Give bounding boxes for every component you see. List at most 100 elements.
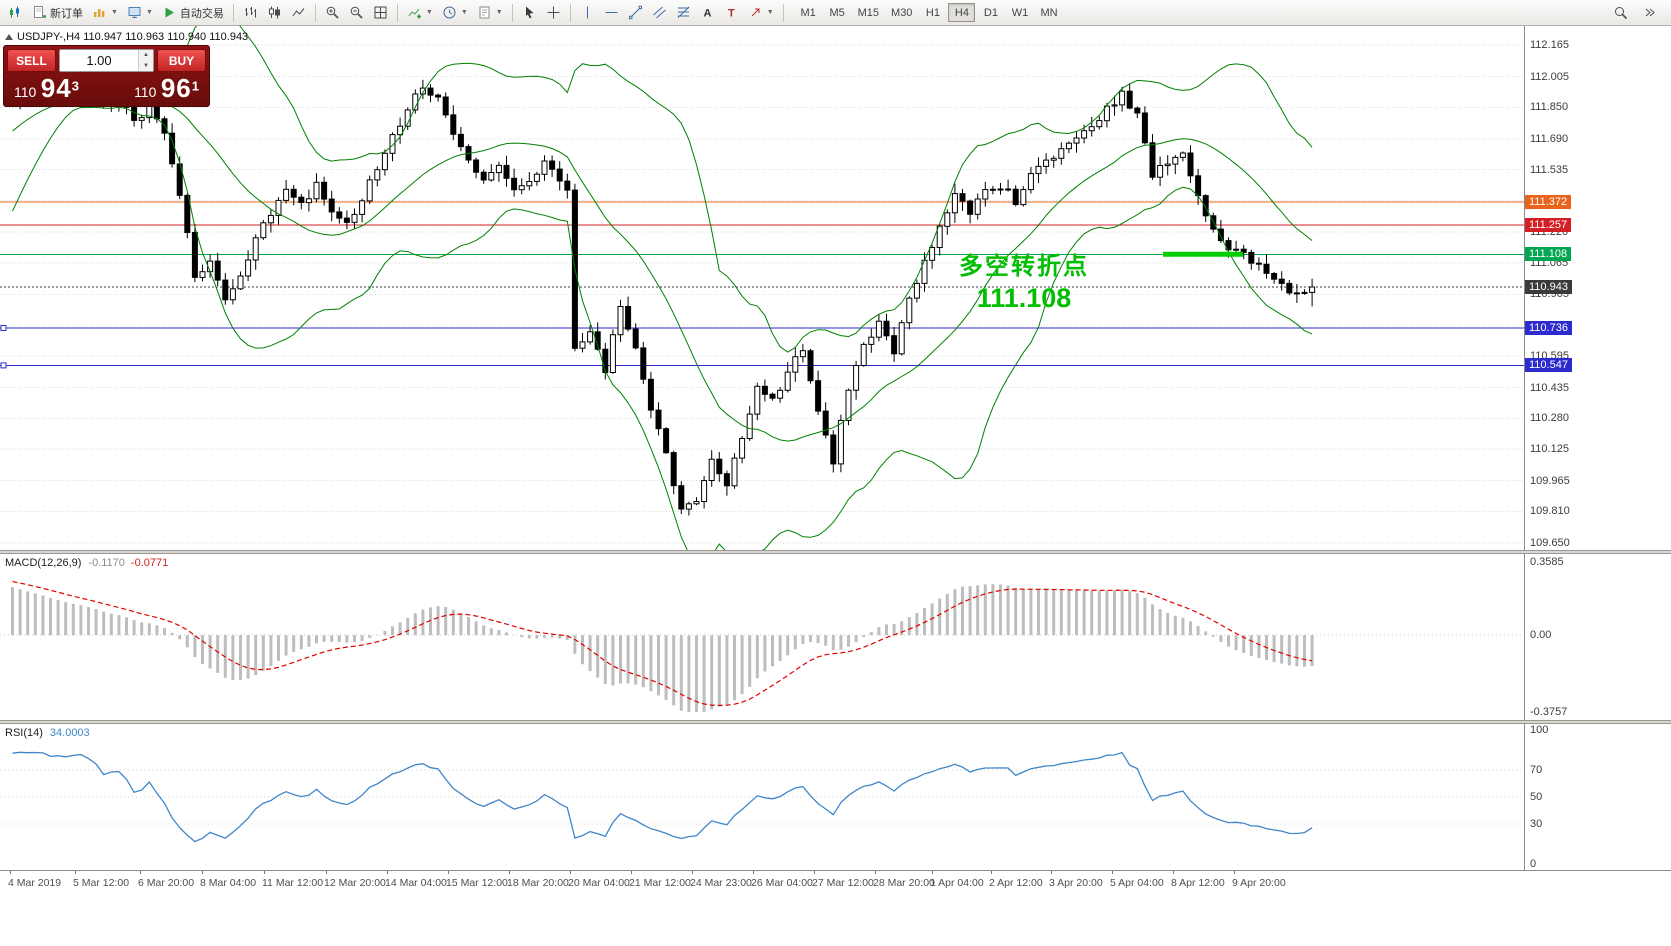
time-tick [10,871,11,874]
price-line-label: 111.257 [1525,217,1572,232]
candle-body [1020,189,1027,206]
equidistant-channel-icon [652,6,666,19]
timeframe-button-m1[interactable]: M1 [795,3,822,22]
channel-button[interactable] [648,2,671,23]
zoom-in-icon [326,6,339,19]
fibonacci-button[interactable] [672,2,695,23]
bar-chart-button[interactable] [239,2,262,23]
timeframe-button-d1[interactable]: D1 [977,3,1004,22]
candle-body [670,452,677,487]
candle-body [1088,126,1095,132]
templates-button[interactable]: ▼ [473,2,507,23]
arrows-button[interactable]: ▼ [744,2,778,23]
candle-body [222,279,229,301]
search-button[interactable] [1609,2,1632,23]
candle-body [868,336,875,345]
candle-body [1050,157,1057,161]
timeframe-button-w1[interactable]: W1 [1006,3,1033,22]
timeframe-button-m15[interactable]: M15 [853,3,884,22]
tile-windows-button[interactable] [369,2,392,23]
vertical-line-icon [586,6,588,19]
volume-down-button[interactable]: ▼ [139,60,153,71]
candle-body [1027,173,1034,191]
candle-body [1271,273,1278,280]
volume-field[interactable]: 1.00 ▲ ▼ [59,49,154,72]
main-toolbar: 新订单 ▼ ▼ 自动交易 [0,0,1671,26]
price-line-label: 111.372 [1525,195,1572,210]
candle-body [191,232,198,278]
candle-body [1293,292,1300,295]
price-axis[interactable]: 112.165 112.005 111.850 111.690 111.535 111.2… [1524,26,1671,870]
sell-button[interactable]: SELL [7,49,56,72]
chevron-down-icon: ▼ [425,9,433,16]
candle-body [685,503,692,510]
price-tick-label: 110.435 [1530,381,1569,394]
rsi-panel-canvas[interactable] [0,724,1524,870]
trendline-button[interactable] [624,2,647,23]
macd-panel-canvas[interactable] [0,554,1524,720]
candle-body [951,193,958,214]
autotrading-play-icon [165,7,174,18]
timeframe-button-h4[interactable]: H4 [948,3,976,22]
periods-button[interactable]: ▼ [438,2,472,23]
tile-windows-icon [374,6,387,19]
time-tick [991,871,992,874]
toolbar-separator [782,3,784,22]
app-chart-icon[interactable] [4,2,27,23]
new-chart-button[interactable]: ▼ [88,2,122,23]
candlestick-chart-button[interactable] [263,2,286,23]
zoom-out-button[interactable] [345,2,368,23]
candle-body [731,457,738,487]
timeframe-button-h1[interactable]: H1 [919,3,946,22]
text-button[interactable]: A [696,2,719,23]
candle-body [799,350,806,358]
indicators-button[interactable]: ▼ [403,2,437,23]
one-click-collapse-arrow-icon[interactable] [5,34,13,40]
candle-body [343,217,350,223]
timeframe-button-mn[interactable]: MN [1035,3,1062,22]
macd-scale-label: -0.3757 [1530,706,1568,718]
toolbar-overflow-button[interactable] [1638,2,1661,23]
candle-body [647,378,654,411]
candle-body [784,371,791,391]
crosshair-button[interactable] [542,2,565,23]
candle-body [290,188,297,198]
volume-up-button[interactable]: ▲ [139,50,153,61]
candle-body [450,114,457,135]
chart-text-annotation[interactable]: 多空转折点 111.108 [933,252,1115,314]
candle-body [655,409,662,430]
time-axis-label: 5 Mar 12:00 [73,877,130,889]
volume-value[interactable]: 1.00 [86,53,112,68]
zoom-in-button[interactable] [321,2,344,23]
horizontal-line-button[interactable] [600,2,623,23]
panel-divider[interactable] [0,720,1671,724]
autotrading-button[interactable]: 自动交易 [158,2,228,23]
profiles-button[interactable]: ▼ [123,2,157,23]
candle-body [609,334,616,374]
time-tick [692,871,693,874]
line-chart-button[interactable] [287,2,310,23]
candle-body [1035,165,1042,175]
vertical-line-button[interactable] [576,2,599,23]
candle-body [374,169,381,181]
price-tick-label: 110.125 [1530,442,1569,455]
time-axis-label: 20 Mar 04:00 [568,877,630,889]
price-chart-canvas[interactable] [0,26,1524,550]
candle-body [495,164,502,174]
timeframe-button-m5[interactable]: M5 [824,3,851,22]
new-order-button[interactable]: 新订单 [28,2,87,23]
panel-divider[interactable] [0,550,1671,554]
cursor-button[interactable] [518,2,541,23]
time-tick [387,871,388,874]
candle-body [1119,90,1126,106]
text-label-button[interactable]: T [720,2,743,23]
price-chart-region[interactable] [0,26,1524,550]
candle-body [351,213,358,223]
timeframe-button-m30[interactable]: M30 [886,3,917,22]
buy-button[interactable]: BUY [157,49,206,72]
indicators-icon [408,8,421,19]
candle-body [214,260,221,281]
svg-text:A: A [703,8,711,20]
trendline-icon [628,5,642,20]
time-axis[interactable]: 4 Mar 2019 5 Mar 12:00 6 Mar 20:00 8 Mar 04… [0,870,1671,897]
